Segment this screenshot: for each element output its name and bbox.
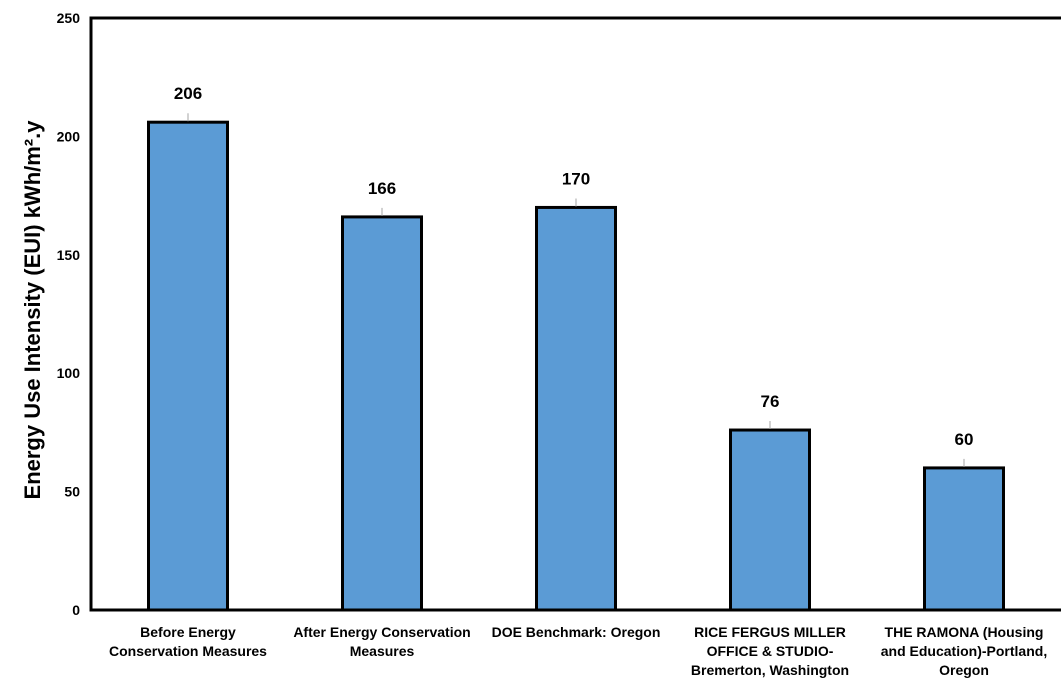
bar [923,466,1005,612]
y-tick-label: 150 [57,247,81,263]
x-tick-label: THE RAMONA (Housing and Education)-Portla… [881,624,1047,678]
y-tick-label: 200 [57,128,81,144]
y-tick-label: 0 [72,602,80,618]
y-tick-label: 50 [64,484,80,500]
data-label: 76 [761,392,780,411]
bar [535,205,617,612]
data-label: 170 [562,169,590,188]
x-tick-label: RICE FERGUS MILLER OFFICE & STUDIO-Bremer… [691,624,849,678]
y-axis-ticks: 0 50 100 150 200 250 [57,10,81,618]
bar [729,428,811,612]
data-label: 166 [368,179,396,198]
data-label: 60 [955,430,974,449]
y-tick-label: 250 [57,10,81,26]
bar [147,120,229,612]
bars [147,120,1005,612]
x-tick-label: DOE Benchmark: Oregon [492,624,661,640]
data-labels: 206 166 170 76 60 [174,84,974,467]
x-axis-labels: Before Energy Conservation Measures After … [109,624,1047,678]
x-tick-label: After Energy Conservation Measures [293,624,470,659]
y-tick-label: 100 [57,365,81,381]
bar [341,215,423,612]
x-tick-label: Before Energy Conservation Measures [109,624,267,659]
data-label: 206 [174,84,202,103]
y-axis-title: Energy Use Intensity (EUI) kWh/m².y [20,120,45,500]
